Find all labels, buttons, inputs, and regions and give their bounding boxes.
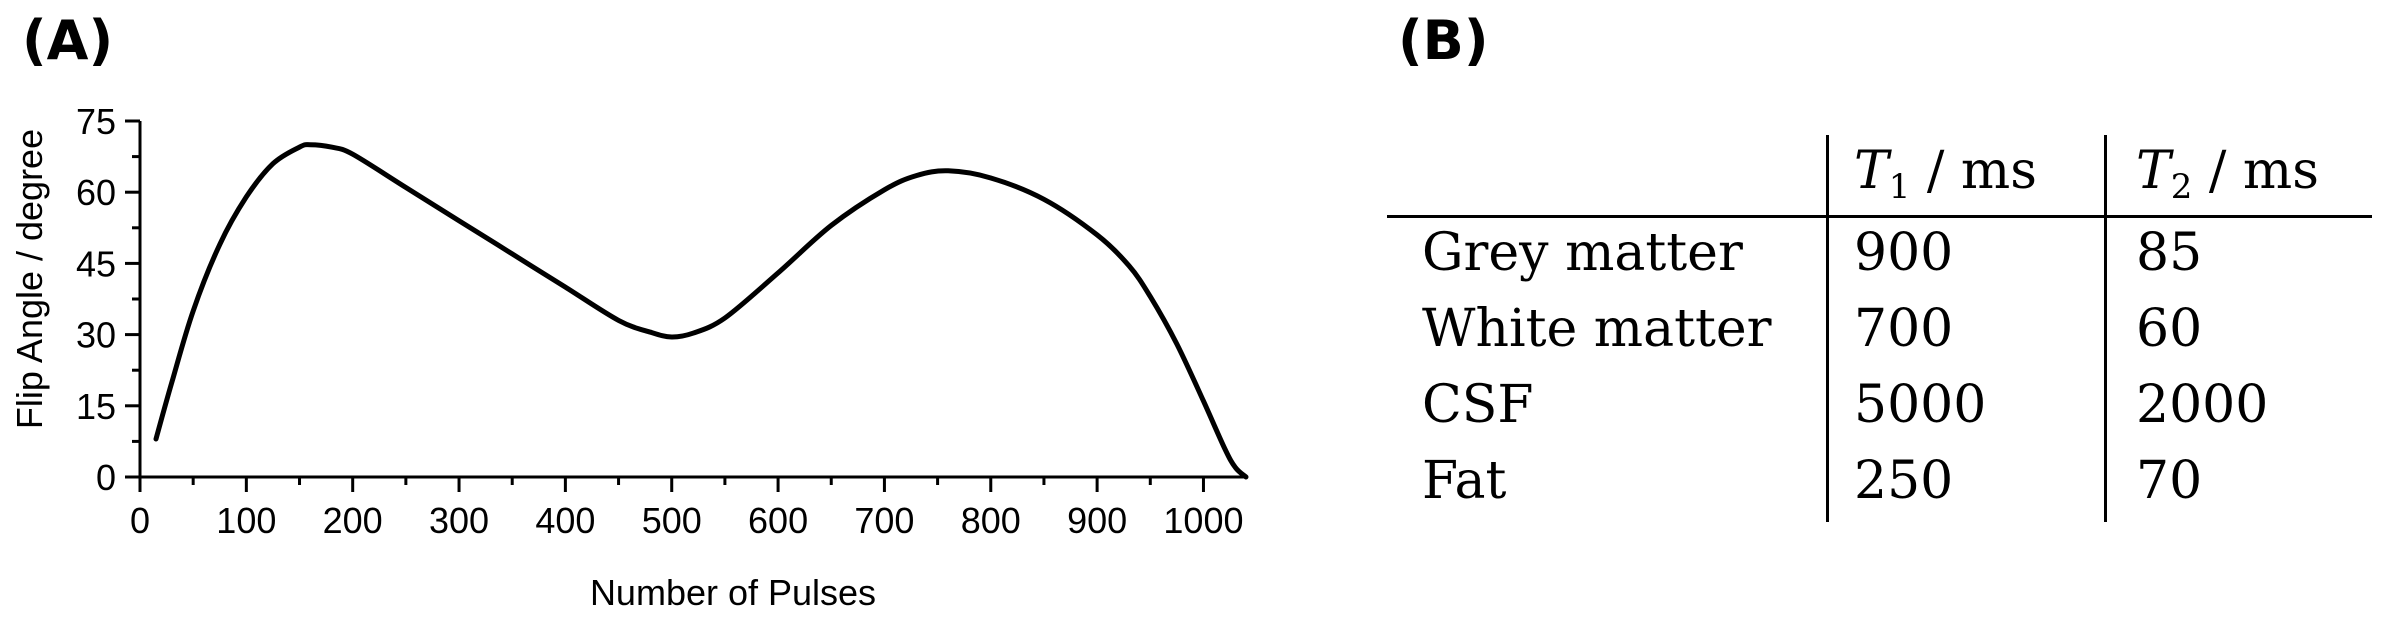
t1-unit: / ms bbox=[1926, 141, 2037, 201]
t2-var: T bbox=[2136, 141, 2171, 201]
x-tick-label-1000: 1000 bbox=[1163, 500, 1243, 541]
table-cell-row1-name: White matter bbox=[1422, 299, 1772, 359]
x-tick-label-300: 300 bbox=[429, 500, 489, 541]
t2-sub: 2 bbox=[2170, 167, 2193, 207]
table-header-rule bbox=[1387, 215, 2372, 218]
x-tick-label-500: 500 bbox=[642, 500, 702, 541]
table-cell-row0-t1: 900 bbox=[1854, 223, 1954, 283]
table-cell-row0-name: Grey matter bbox=[1422, 223, 1743, 283]
x-tick-label-0: 0 bbox=[130, 500, 150, 541]
table-header-t2: T2 / ms bbox=[2136, 145, 2319, 204]
relaxation-table: T1 / ms T2 / ms Grey matter 900 85 White… bbox=[1384, 125, 2376, 525]
x-axis-label: Number of Pulses bbox=[590, 572, 876, 613]
table-cell-row3-name: Fat bbox=[1422, 451, 1507, 511]
x-tick-label-200: 200 bbox=[323, 500, 383, 541]
table-cell-row0-t2: 85 bbox=[2136, 223, 2203, 283]
y-tick-label-0: 0 bbox=[96, 457, 116, 498]
table-cell-row2-t1: 5000 bbox=[1854, 375, 1987, 435]
y-tick-label-15: 15 bbox=[76, 386, 116, 427]
table-cell-row1-t2: 60 bbox=[2136, 299, 2203, 359]
table-header-t1: T1 / ms bbox=[1854, 145, 2037, 204]
x-tick-label-700: 700 bbox=[854, 500, 914, 541]
y-tick-label-30: 30 bbox=[76, 315, 116, 356]
table-cell-row2-name: CSF bbox=[1422, 375, 1534, 435]
table-vline-1 bbox=[1826, 135, 1829, 522]
panel-b-label: (B) bbox=[1398, 9, 1489, 72]
panel-a-label: (A) bbox=[22, 9, 114, 72]
x-tick-label-600: 600 bbox=[748, 500, 808, 541]
table-cell-row2-t2: 2000 bbox=[2136, 375, 2269, 435]
table-cell-row3-t1: 250 bbox=[1854, 451, 1954, 511]
series-line-0 bbox=[153, 142, 1249, 480]
x-tick-label-900: 900 bbox=[1067, 500, 1127, 541]
t2-unit: / ms bbox=[2208, 141, 2319, 201]
flip-angle-chart: 0 100 200 300 400 500 600 700 800 900 1000 0 15 30 45 6… bbox=[9, 101, 1249, 613]
y-tick-label-45: 45 bbox=[76, 243, 116, 284]
table-cell-row3-t2: 70 bbox=[2136, 451, 2203, 511]
table-cell-row1-t1: 700 bbox=[1854, 299, 1954, 359]
x-tick-label-100: 100 bbox=[216, 500, 276, 541]
x-tick-label-800: 800 bbox=[961, 500, 1021, 541]
y-axis-label: Flip Angle / degree bbox=[9, 129, 50, 429]
y-tick-label-60: 60 bbox=[76, 172, 116, 213]
table-vline-2 bbox=[2104, 135, 2107, 522]
t1-sub: 1 bbox=[1888, 167, 1911, 207]
x-tick-label-400: 400 bbox=[535, 500, 595, 541]
y-tick-label-75: 75 bbox=[76, 101, 116, 142]
t1-var: T bbox=[1854, 141, 1889, 201]
